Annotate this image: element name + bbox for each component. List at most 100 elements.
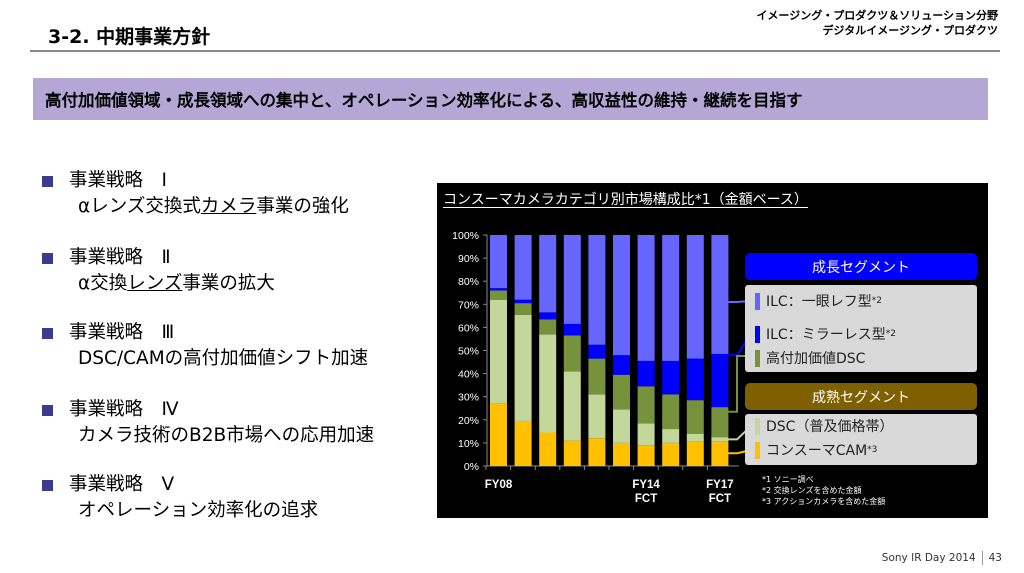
footer-separator (981, 551, 983, 565)
legend-growth-box (745, 285, 977, 372)
bar-segment-2 (613, 374, 630, 410)
strategy-item: 事業戦略 Ⅱ α交換レンズ事業の拡大 (42, 245, 275, 297)
strategy-text: オペレーション効率化の追求 (78, 500, 319, 521)
division-line-1: イメージング・プロダクツ＆ソリューション分野 (756, 9, 998, 22)
legend-item: コンスーマCAM *3 (755, 440, 877, 460)
y-tick-label: 60% (458, 322, 479, 334)
bar-segment-0 (662, 442, 680, 466)
y-tick-label: 50% (458, 346, 479, 358)
x-tick-label: FY08 (485, 479, 513, 491)
legend-label: DSC（普及価格帯） (766, 419, 894, 435)
bar-segment-4 (490, 235, 507, 289)
bar-segment-4 (613, 235, 630, 356)
strategy-heading: 事業戦略 Ⅴ (69, 474, 175, 495)
bullet-square-icon (42, 175, 53, 187)
bar-segment-3 (637, 360, 655, 387)
bullet-square-icon (42, 252, 53, 264)
strategy-text: 事業の拡大 (182, 273, 275, 294)
bar-segment-1 (588, 394, 606, 439)
bar-segment-0 (539, 432, 557, 466)
bullet-square-icon (42, 479, 53, 491)
strategy-item: 事業戦略 Ⅲ DSC/CAMの高付加価値シフト加速 (42, 320, 368, 372)
legend-swatch-icon (755, 325, 760, 343)
bar-segment-0 (514, 420, 532, 466)
legend-swatch-icon (755, 417, 760, 435)
strategy-description: オペレーション効率化の追求 (42, 498, 318, 524)
strategy-heading: 事業戦略 Ⅰ (69, 170, 167, 191)
page-title: 3-2. 中期事業方針 (48, 26, 211, 48)
bar-segment-1 (490, 299, 507, 404)
footnotes: *1 ソニー調べ *2 交換レンズを含めた金額 *3 アクションカメラを含めた金… (762, 474, 885, 507)
bar-segment-1 (514, 314, 532, 421)
bar-segment-1 (711, 437, 729, 442)
bar-segment-1 (563, 371, 581, 441)
bar-segment-3 (662, 360, 680, 395)
bar-segment-2 (539, 319, 557, 335)
bar-segment-4 (514, 235, 532, 300)
legend-label: コンスーマCAM (766, 443, 868, 459)
strategy-description: α交換レンズ事業の拡大 (42, 271, 275, 297)
bar-segment-3 (686, 358, 704, 401)
division-line-2: デジタルイメージング・プロダクツ (822, 24, 998, 37)
legend-item: ILC：ミラーレス型 *2 (755, 324, 896, 344)
legend-item: DSC（普及価格帯） (755, 416, 893, 436)
policy-banner: 高付加価値領域・成長領域への集中と、オペレーション効率化による、高収益性の維持・… (33, 78, 988, 120)
x-tick-label: FY14 (632, 479, 660, 491)
bar-segment-3 (490, 288, 507, 291)
y-tick-label: 90% (458, 253, 479, 265)
legend-item: 高付加価値DSC (755, 348, 865, 368)
strategy-text-underlined: カメラ (200, 196, 257, 217)
bar-segment-4 (686, 235, 704, 359)
bar-segment-4 (539, 235, 557, 313)
strategy-heading: 事業戦略 Ⅱ (69, 247, 171, 268)
bar-segment-2 (490, 290, 507, 300)
bar-segment-3 (613, 355, 630, 375)
strategy-item: 事業戦略 Ⅳ カメラ技術のB2B市場への応用加速 (42, 397, 374, 449)
bar-segment-2 (686, 400, 704, 434)
bar-segment-1 (637, 423, 655, 446)
strategy-text-underlined: レンズ (127, 273, 183, 294)
strategy-description: カメラ技術のB2B市場への応用加速 (42, 423, 374, 449)
strategy-text: αレンズ交換式 (78, 196, 201, 217)
footnote: *3 アクションカメラを含めた金額 (762, 497, 886, 506)
footnote: *2 交換レンズを含めた金額 (762, 486, 862, 495)
legend-footnote-mark: *2 (871, 296, 882, 306)
y-tick-label: 20% (458, 415, 479, 427)
legend-growth-header: 成長セグメント (745, 253, 977, 280)
bar-segment-0 (563, 440, 581, 466)
chart-title: コンスーマカメラカテゴリ別市場構成比*1（金額ベース） (443, 192, 808, 208)
strategy-text: DSC/CAMの高付加価値シフト加速 (78, 348, 369, 369)
bar-segment-2 (662, 394, 680, 430)
bar-segment-0 (637, 445, 655, 466)
strategy-text: 事業の強化 (256, 196, 349, 217)
bar-segment-4 (588, 235, 606, 345)
strategy-text: α交換 (78, 273, 128, 294)
bar-segment-3 (514, 299, 532, 304)
bullet-square-icon (42, 404, 53, 416)
bar-segment-3 (588, 344, 606, 359)
bar-segment-0 (711, 441, 729, 466)
legend-swatch-icon (755, 349, 760, 367)
bar-segment-2 (588, 358, 606, 395)
y-tick-label: 0% (464, 461, 479, 473)
y-tick-label: 80% (458, 276, 479, 288)
y-tick-label: 70% (458, 299, 479, 311)
x-tick-label: FY17 (706, 479, 734, 491)
bar-segment-0 (686, 441, 704, 466)
bar-segment-4 (662, 235, 680, 361)
bar-segment-4 (563, 235, 581, 324)
bullet-square-icon (42, 327, 53, 339)
legend-label: 高付加価値DSC (766, 351, 866, 367)
footer-event: Sony IR Day 2014 (881, 552, 976, 564)
strategy-description: DSC/CAMの高付加価値シフト加速 (42, 346, 368, 372)
bar-segment-0 (588, 438, 606, 466)
footer: Sony IR Day 2014 43 (882, 551, 1002, 565)
legend-mature-box (745, 414, 977, 465)
strategy-item: 事業戦略 Ⅴ オペレーション効率化の追求 (42, 472, 318, 524)
market-share-chart: コンスーマカメラカテゴリ別市場構成比*1（金額ベース） 0% 10% 20% 30% 4… (437, 183, 988, 518)
legend-label: ILC：一眼レフ型 (766, 294, 872, 310)
legend-swatch-icon (755, 441, 760, 459)
bar-segment-3 (539, 312, 557, 320)
y-tick-label: 10% (458, 438, 479, 450)
legend-footnote-mark: *3 (867, 445, 878, 455)
